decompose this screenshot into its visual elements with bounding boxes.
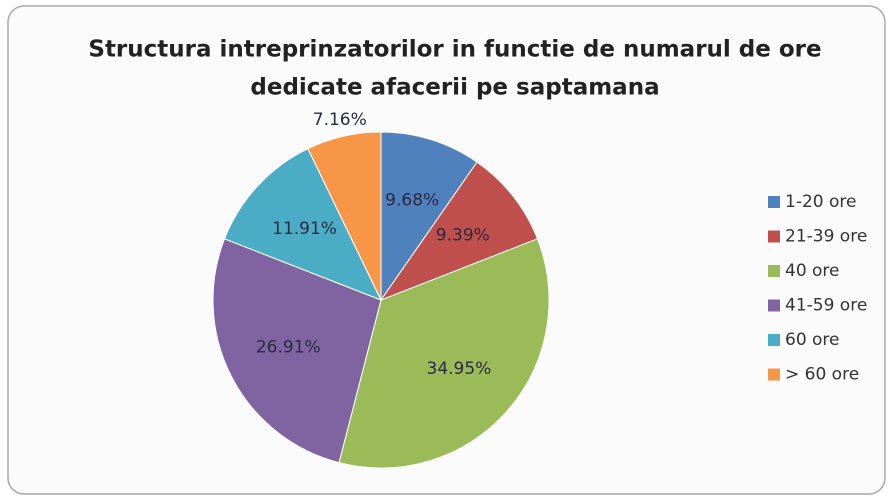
data-label: 34.95% <box>427 359 492 379</box>
legend-label: 60 ore <box>785 330 840 350</box>
chart-title: Structura intreprinzatorilor in functie … <box>88 37 821 63</box>
data-label: 11.91% <box>272 219 337 239</box>
legend-swatch <box>768 299 780 312</box>
pie-slice <box>212 238 382 464</box>
legend-label: 40 ore <box>785 261 840 281</box>
data-label: 9.68% <box>385 191 439 211</box>
chart-title: dedicate afacerii pe saptamana <box>250 75 659 101</box>
legend-label: 41-59 ore <box>785 296 867 316</box>
legend-swatch <box>768 196 780 208</box>
legend-swatch <box>768 334 780 346</box>
legend-label: > 60 ore <box>785 365 859 385</box>
pie-slice <box>380 131 478 302</box>
legend-swatch <box>768 265 780 277</box>
pie-slice <box>223 148 383 301</box>
pie-slice <box>307 131 382 301</box>
data-label: 9.39% <box>436 226 490 246</box>
data-label: 26.91% <box>256 337 321 357</box>
pie-slice <box>379 161 539 302</box>
legend-label: 21-39 ore <box>785 227 867 247</box>
legend-label: 1-20 ore <box>785 192 856 212</box>
pie-slice <box>338 238 550 469</box>
data-label: 7.16% <box>313 110 367 130</box>
legend-swatch <box>768 368 780 381</box>
legend-swatch <box>768 230 780 243</box>
